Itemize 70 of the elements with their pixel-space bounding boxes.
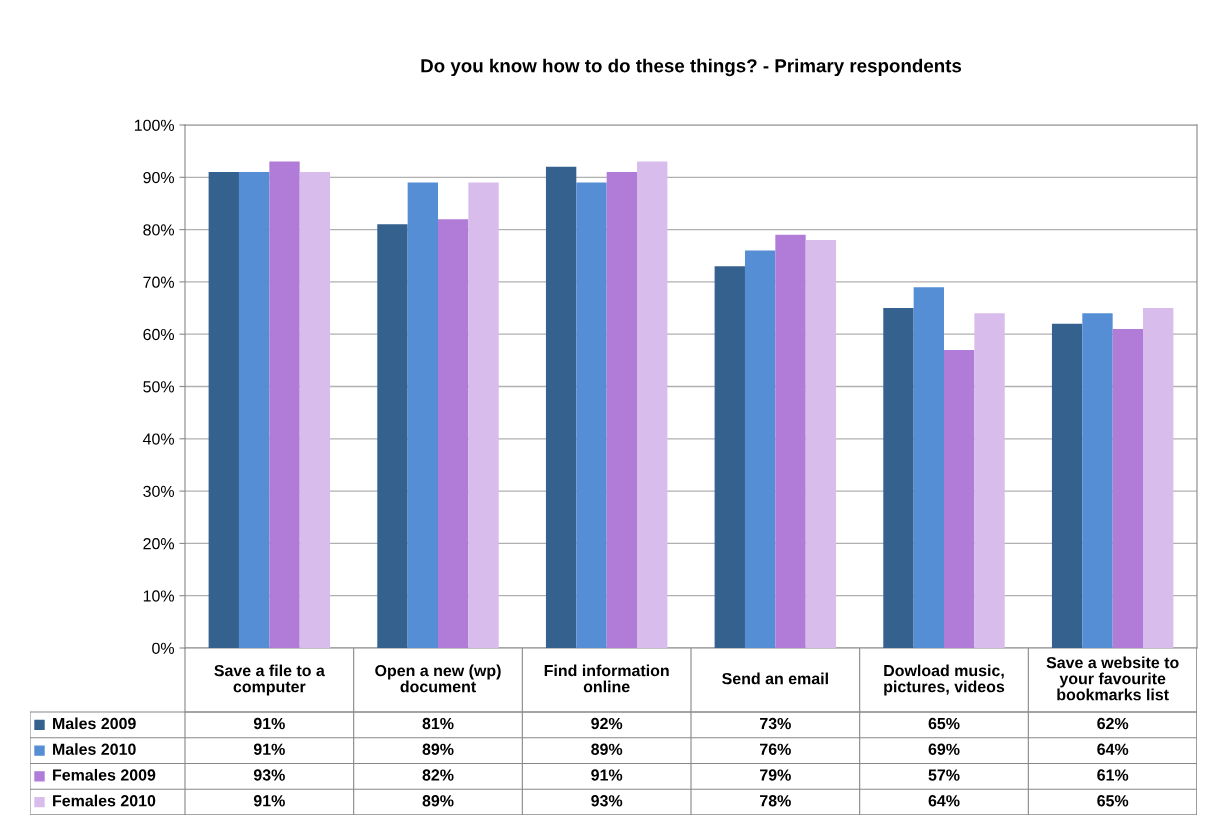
y-tick-label: 80% <box>143 224 175 236</box>
x-tick-label: Save a file to a computer <box>214 664 325 696</box>
bar <box>805 240 837 648</box>
bar <box>606 172 638 648</box>
chart-title: Do you know how to do these things? - Primary respondents <box>421 58 962 77</box>
bar <box>637 161 668 648</box>
bar <box>913 287 944 648</box>
bar <box>1082 313 1113 648</box>
data-label: 82% <box>422 769 454 781</box>
bar <box>377 224 408 648</box>
bar <box>974 313 1005 648</box>
data-label: 79% <box>760 769 791 781</box>
data-label: 92% <box>591 717 623 730</box>
data-label: 91% <box>253 717 285 730</box>
data-label: 61% <box>1097 769 1129 781</box>
y-tick-label: 50% <box>143 381 175 393</box>
bar <box>775 234 806 648</box>
y-tick-label: 30% <box>143 485 175 498</box>
bar <box>407 182 438 648</box>
bar <box>1112 328 1144 648</box>
data-label: 89% <box>422 743 454 755</box>
legend-label: Males 2009 <box>53 717 136 730</box>
data-label: 81% <box>422 717 454 730</box>
legend-label: Females 2010 <box>53 794 156 807</box>
bar <box>438 219 469 648</box>
data-label: 57% <box>928 769 960 781</box>
data-label: 76% <box>760 743 791 755</box>
x-tick-label: Send an email <box>722 672 828 685</box>
bar <box>208 172 239 648</box>
data-label: 73% <box>760 717 791 730</box>
data-label: 93% <box>591 795 623 807</box>
legend-label: Males 2010 <box>53 743 136 755</box>
bar <box>468 182 499 648</box>
data-label: 64% <box>1097 743 1129 755</box>
y-tick-label: 40% <box>142 433 175 445</box>
y-tick-label: 90% <box>143 171 175 184</box>
y-tick-label: 60% <box>143 328 175 341</box>
x-tick-label: Dowload music, pictures, videos <box>884 664 1005 696</box>
bar <box>238 172 270 648</box>
bar <box>744 250 776 648</box>
data-label: 78% <box>760 795 791 807</box>
data-label: 89% <box>591 743 623 755</box>
y-tick-label: 0% <box>152 642 175 654</box>
data-label: 91% <box>253 795 285 807</box>
bar <box>944 349 975 648</box>
bar <box>269 161 300 648</box>
data-label: 62% <box>1097 717 1129 730</box>
bar <box>576 182 607 648</box>
y-tick-label: 100% <box>134 119 175 131</box>
data-label: 65% <box>928 717 960 730</box>
data-label: 91% <box>591 769 623 781</box>
x-tick-label: Save a website to your favourite bookmarks list <box>1046 656 1179 701</box>
data-label: 93% <box>253 769 285 781</box>
bar <box>545 166 577 648</box>
y-tick-label: 10% <box>143 590 175 602</box>
data-label: 89% <box>422 795 454 807</box>
data-label: 65% <box>1097 795 1129 807</box>
legend-label: Females 2009 <box>53 768 156 781</box>
y-tick-label: 20% <box>143 538 175 550</box>
x-tick-label: Open a new (wp) document <box>375 664 501 693</box>
bar <box>883 308 914 648</box>
bar <box>299 172 331 648</box>
x-tick-label: Find information online <box>544 664 669 693</box>
data-label: 64% <box>928 795 960 807</box>
bar <box>1143 308 1174 648</box>
bar <box>714 266 745 648</box>
data-label: 69% <box>928 743 960 755</box>
data-label: 91% <box>253 743 285 755</box>
bar <box>1051 323 1083 648</box>
y-tick-label: 70% <box>143 276 175 288</box>
